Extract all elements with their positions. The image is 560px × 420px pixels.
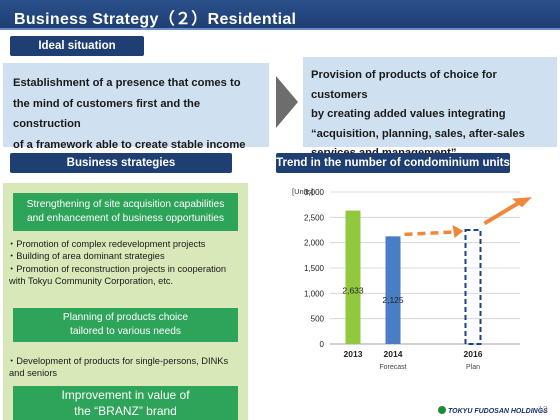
ideal-left-line: the mind of customers first and the cons… [13,97,201,131]
growth-arrow [483,200,522,226]
bullet-item: ・Promotion of reconstruction projects in… [7,263,227,274]
bullet-item: and seniors [9,368,58,379]
x-sublabel: Plan [466,364,480,371]
bullet-list-2: ・Development of products for single-pers… [7,355,245,380]
strategy-box-brand: Improvement in value of the “BRANZ” bran… [13,386,238,420]
strategy-box-line: the “BRANZ” brand [74,404,177,418]
ideal-situation-header: Ideal situation [10,36,144,56]
data-label: 2,633 [342,285,364,295]
bullet-item: ・Development of products for single-pers… [7,356,229,366]
y-tick-label: 2,500 [304,213,325,222]
chart-title: Trend in the number of condominium units… [276,153,510,189]
data-label: 2,125 [382,295,404,305]
ideal-left-line: Establishment of a presence that comes t… [13,77,241,89]
dashed-arrow-head-icon [452,225,464,238]
x-tick-label: 2016 [464,349,483,359]
ideal-left-panel: Establishment of a presence that comes t… [3,63,269,151]
logo-mark-icon [438,406,446,414]
company-logo: TOKYU FUDOSAN HOLDINGS [438,406,548,415]
y-axis-label: [Units] [292,187,313,196]
strategy-box-site-acquisition: Strengthening of site acquisition capabi… [13,193,238,231]
ideal-right-panel: Provision of products of choice for cust… [303,57,557,159]
title-bar: Business Strategy（２）Residential [0,0,560,30]
x-tick-label: 2014 [384,349,403,359]
y-tick-label: 0 [320,340,325,349]
y-tick-label: 1,000 [304,289,325,298]
logo-text: TOKYU FUDOSAN HOLDINGS [448,408,548,415]
strategy-box-line: and enhancement of business opportunitie… [26,213,225,224]
strategy-box-product-planning: Planning of products choice tailored to … [13,308,238,342]
x-tick-label: 2013 [344,349,363,359]
right-arrow-icon [276,76,298,128]
bullet-item: with Tokyu Community Corporation, etc. [9,276,174,287]
dashed-trend-arrow [404,230,454,237]
ideal-right-line: “acquisition, planning, sales, after-sal… [311,127,525,140]
strategy-box-line: Strengthening of site acquisition capabi… [26,199,225,210]
bar-2013 [345,210,361,344]
condominium-units-chart: [Units] 0 500 1,000 1,500 2,000 2,500 3,000 2,… [292,187,532,371]
y-tick-label: 500 [311,315,325,324]
bar-2014 [385,236,401,344]
x-sublabel: Forecast [379,364,406,371]
y-tick-label: 1,500 [304,264,325,273]
growth-arrow-head-icon [512,197,532,208]
bar-2016 [464,229,482,345]
page-number: 13 [538,404,548,414]
bullet-item: ・Promotion of complex redevelopment proj… [7,239,206,249]
y-tick-label: 2,000 [304,239,325,248]
strategies-panel: Strengthening of site acquisition capabi… [3,183,248,420]
bullet-item: ・Building of area dominant strategies [7,251,165,262]
strategy-box-line: Planning of products choice [62,312,189,323]
bullet-list-1: ・Promotion of complex redevelopment proj… [7,238,245,288]
ideal-right-line: by creating added values integrating [311,108,506,120]
strategy-box-line: Improvement in value of [61,388,190,402]
page-title: Business Strategy（２）Residential [14,11,297,28]
business-strategies-header: Business strategies [10,153,232,173]
ideal-left-line: of a framework able to create stable inc… [13,138,246,151]
y-tick-label: 3,000 [304,188,325,197]
ideal-right-line: Provision of products of choice for cust… [311,69,497,101]
strategy-box-line: tailored to various needs [70,326,181,337]
